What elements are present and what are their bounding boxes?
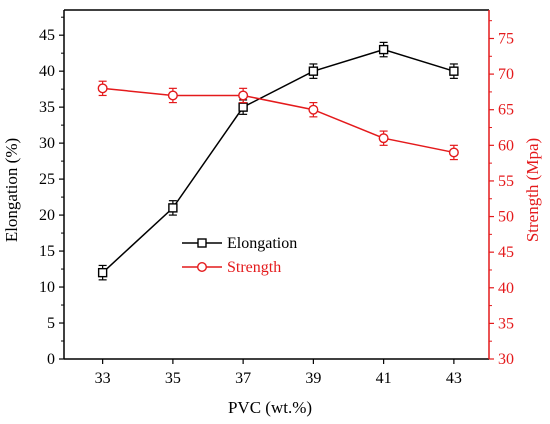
series-line-elongation (102, 48, 455, 274)
y-left-tick-label: 30 (39, 135, 55, 152)
y-left-tick-label: 0 (47, 351, 55, 368)
x-tick-label: 39 (305, 370, 321, 387)
y-right-tick-label: 50 (498, 209, 514, 226)
y-right-tick-label: 30 (498, 351, 514, 368)
data-point-strength (167, 90, 178, 101)
data-point-strength (97, 83, 108, 94)
legend: Elongation Strength (182, 235, 297, 276)
y-right-tick-label: 45 (498, 244, 514, 261)
data-point-elongation (449, 66, 459, 76)
legend-label: Elongation (227, 235, 297, 252)
data-point-elongation (97, 267, 108, 278)
data-point-elongation (238, 102, 248, 112)
plot-area: 33 35 37 39 41 43 0 5 10 15 20 25 30 35 40 45 30 35 40 45 50… (39, 9, 514, 387)
legend-label: Strength (227, 259, 281, 276)
y-left-tick-label: 15 (39, 243, 55, 260)
data-point-elongation (308, 66, 319, 76)
y-left-tick-label: 10 (39, 279, 55, 296)
y-left-tick-label: 35 (39, 99, 55, 116)
y-left-tick-label: 5 (47, 315, 55, 332)
y-axis-left-label: Elongation (%) (2, 138, 21, 242)
y-right-tick-label: 75 (498, 30, 514, 47)
x-tick-label: 41 (376, 370, 392, 387)
legend-marker-circle (196, 262, 207, 273)
x-axis-label: PVC (wt.%) (228, 398, 312, 417)
y-right-tick-label: 35 (498, 315, 514, 332)
x-tick-label: 37 (235, 370, 251, 387)
data-point-strength (238, 90, 249, 101)
y-left-tick-label: 45 (39, 27, 55, 44)
y-right-tick-label: 40 (498, 280, 514, 297)
y-left-tick-label: 40 (39, 63, 55, 80)
y-right-tick-label: 60 (498, 137, 514, 154)
y-right-tick-label: 55 (498, 173, 514, 190)
data-point-elongation (378, 44, 389, 55)
x-tick-label: 35 (165, 370, 181, 387)
y-left-tick-label: 20 (39, 207, 55, 224)
x-tick-label: 33 (95, 370, 111, 387)
data-point-elongation (168, 203, 178, 213)
y-right-tick-label: 65 (498, 102, 514, 119)
data-point-strength (308, 104, 319, 115)
y-right-tick-label: 70 (498, 66, 514, 83)
data-point-strength (448, 147, 459, 158)
data-point-strength (378, 133, 389, 144)
x-tick-label: 43 (446, 370, 462, 387)
y-left-tick-label: 25 (39, 171, 55, 188)
legend-marker-square (197, 238, 207, 248)
series-line-strength (102, 87, 455, 154)
y-axis-right-label: Strength (Mpa) (523, 138, 542, 242)
